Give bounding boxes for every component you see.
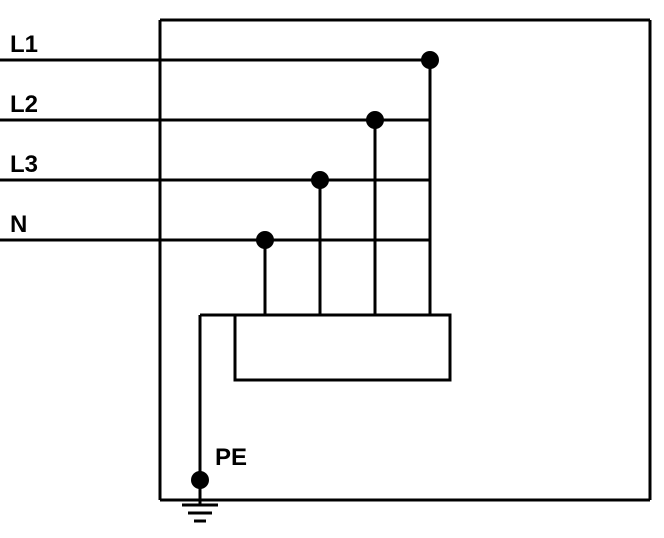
n-label: N [10, 211, 27, 238]
l1-label: L1 [10, 31, 38, 58]
pe-node [191, 471, 209, 489]
device-box [235, 315, 450, 380]
pe-label: PE [215, 444, 247, 471]
l3-label: L3 [10, 151, 38, 178]
l2-label: L2 [10, 91, 38, 118]
